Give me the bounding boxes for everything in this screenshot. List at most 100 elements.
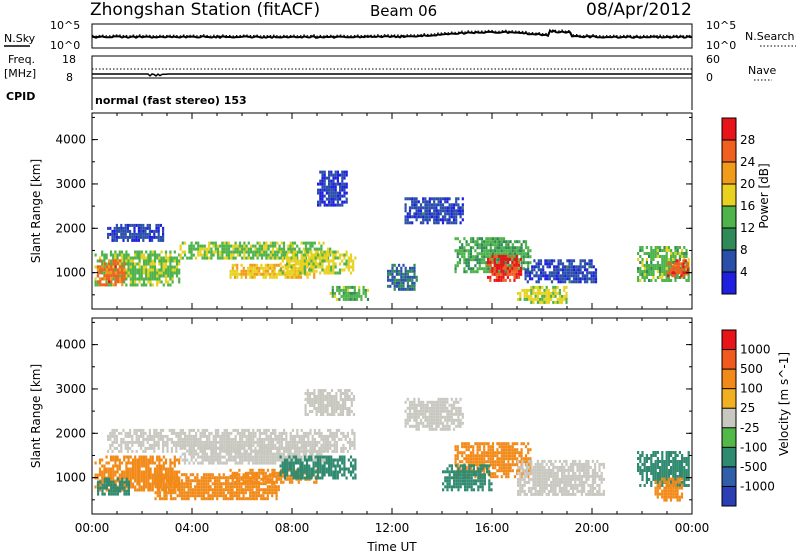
- heatmap-cell: [344, 392, 346, 395]
- heatmap-cell: [215, 456, 217, 459]
- heatmap-cell: [252, 429, 254, 432]
- heatmap-cell: [422, 215, 424, 218]
- heatmap-cell: [119, 490, 121, 493]
- heatmap-cell: [236, 497, 238, 500]
- heatmap-cell: [396, 285, 398, 288]
- heatmap-cell: [343, 201, 345, 204]
- heatmap-cell: [457, 255, 459, 258]
- heatmap-cell: [571, 265, 573, 268]
- heatmap-cell: [644, 273, 646, 276]
- heatmap-cell: [191, 444, 193, 447]
- heatmap-cell: [203, 491, 205, 494]
- heatmap-cell: [297, 260, 299, 263]
- heatmap-cell: [284, 462, 286, 465]
- heatmap-cell: [340, 450, 342, 453]
- heatmap-cell: [438, 203, 440, 206]
- heatmap-cell: [246, 251, 248, 254]
- heatmap-cell: [132, 477, 134, 480]
- heatmap-cell: [295, 257, 297, 260]
- heatmap-cell: [659, 249, 661, 252]
- heatmap-cell: [496, 249, 498, 252]
- heatmap-cell: [130, 269, 132, 272]
- heatmap-cell: [523, 240, 525, 243]
- heatmap-cell: [108, 259, 110, 262]
- heatmap-cell: [112, 259, 114, 262]
- heatmap-cell: [679, 252, 681, 255]
- heatmap-cell: [291, 257, 293, 260]
- heatmap-cell: [667, 271, 669, 274]
- heatmap-cell: [276, 242, 278, 245]
- heatmap-cell: [466, 240, 468, 243]
- heatmap-cell: [332, 180, 334, 183]
- heatmap-cell: [315, 481, 317, 484]
- heatmap-cell: [213, 456, 215, 459]
- heatmap-cell: [330, 474, 332, 477]
- heatmap-cell: [416, 416, 418, 419]
- heatmap-cell: [650, 249, 652, 252]
- heatmap-cell: [212, 488, 214, 491]
- heatmap-cell: [435, 197, 437, 200]
- heatmap-cell: [558, 259, 560, 262]
- heatmap-cell: [199, 491, 201, 494]
- heatmap-cell: [218, 479, 220, 482]
- heatmap-cell: [677, 249, 679, 252]
- heatmap-cell: [260, 273, 262, 276]
- heatmap-cell: [179, 494, 181, 497]
- heatmap-cell: [687, 262, 689, 265]
- heatmap-cell: [444, 200, 446, 203]
- heatmap-cell: [276, 276, 278, 279]
- heatmap-cell: [114, 438, 116, 441]
- heatmap-cell: [256, 488, 258, 491]
- heatmap-cell: [130, 471, 132, 474]
- heatmap-cell: [331, 410, 333, 413]
- heatmap-cell: [131, 239, 133, 242]
- heatmap-cell: [547, 277, 549, 280]
- heatmap-cell: [123, 481, 125, 484]
- heatmap-cell: [127, 227, 129, 230]
- heatmap-cell: [499, 237, 501, 240]
- heatmap-cell: [310, 260, 312, 263]
- heatmap-cell: [121, 481, 123, 484]
- heatmap-cell: [468, 267, 470, 270]
- heatmap-cell: [346, 183, 348, 186]
- heatmap-cell: [525, 246, 527, 249]
- heatmap-cell: [101, 480, 103, 483]
- heatmap-cell: [130, 486, 132, 489]
- heatmap-cell: [224, 242, 226, 245]
- heatmap-cell: [341, 456, 343, 459]
- heatmap-cell: [272, 444, 274, 447]
- heatmap-cell: [313, 276, 315, 279]
- heatmap-cell: [261, 257, 263, 260]
- heatmap-cell: [503, 240, 505, 243]
- heatmap-cell: [234, 494, 236, 497]
- heatmap-cell: [260, 494, 262, 497]
- heatmap-cell: [517, 292, 519, 295]
- heatmap-cell: [573, 271, 575, 274]
- heatmap-cell: [524, 298, 526, 301]
- heatmap-cell: [97, 474, 99, 477]
- heatmap-cell: [560, 277, 562, 280]
- heatmap-cell: [195, 453, 197, 456]
- heatmap-cell: [265, 435, 267, 438]
- heatmap-cell: [525, 261, 527, 264]
- heatmap-cell: [116, 236, 118, 239]
- heatmap-cell: [225, 494, 227, 497]
- heatmap-cell: [232, 245, 234, 248]
- heatmap-cell: [143, 465, 145, 468]
- heatmap-cell: [530, 295, 532, 298]
- heatmap-cell: [304, 477, 306, 480]
- heatmap-cell: [483, 258, 485, 261]
- heatmap-cell: [280, 263, 282, 266]
- heatmap-cell: [205, 491, 207, 494]
- heatmap-cell: [407, 212, 409, 215]
- heatmap-cell: [530, 286, 532, 289]
- heatmap-cell: [274, 472, 276, 475]
- heatmap-cell: [295, 254, 297, 257]
- heatmap-cell: [271, 491, 273, 494]
- heatmap-cell: [188, 441, 190, 444]
- heatmap-cell: [498, 267, 500, 270]
- heatmap-cell: [411, 197, 413, 200]
- heatmap-cell: [165, 278, 167, 281]
- heatmap-cell: [145, 275, 147, 278]
- heatmap-cell: [339, 183, 341, 186]
